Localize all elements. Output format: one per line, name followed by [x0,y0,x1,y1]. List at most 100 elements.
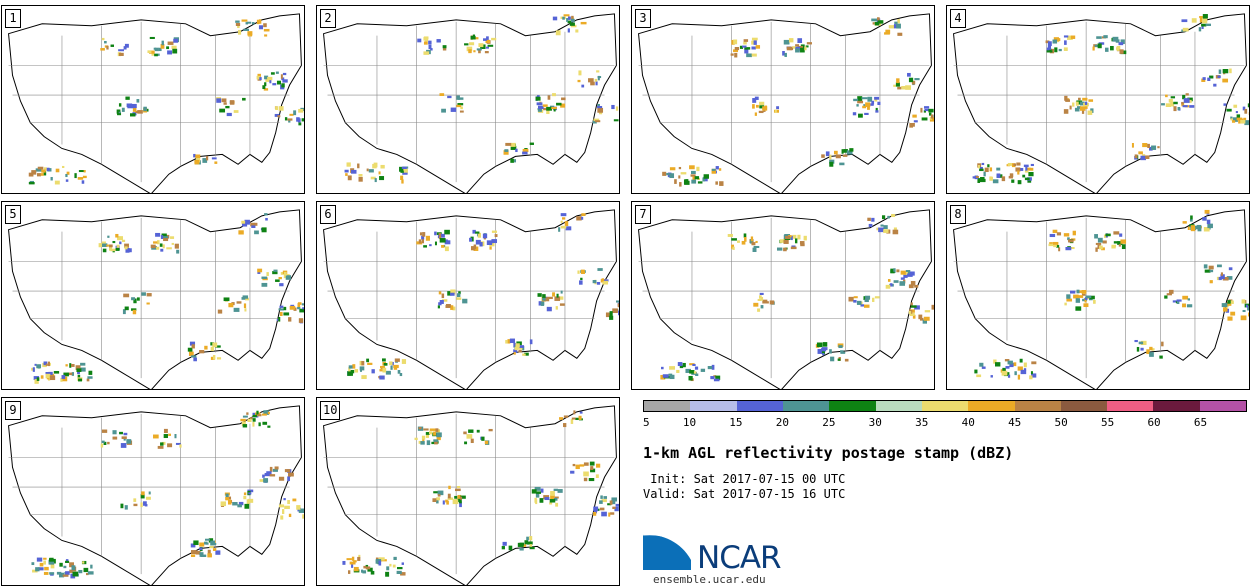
reflectivity-cell [160,442,164,446]
reflectivity-cell [595,474,599,478]
reflectivity-cell [400,572,406,576]
reflectivity-cell [157,240,160,245]
reflectivity-cell [45,373,51,379]
reflectivity-cell [361,360,365,366]
reflectivity-cell [888,25,894,29]
reflectivity-cell [281,77,285,81]
reflectivity-cell [247,489,254,493]
reflectivity-cell [438,233,442,238]
reflectivity-cell [256,19,260,25]
reflectivity-cell [159,243,163,247]
reflectivity-cell [601,511,607,517]
reflectivity-cell [743,233,747,238]
reflectivity-map [953,209,1249,389]
reflectivity-cell [72,571,79,577]
reflectivity-cell [1111,245,1116,249]
reflectivity-cell [158,47,162,52]
reflectivity-cell [760,305,764,309]
reflectivity-cell [731,39,735,45]
reflectivity-cell [100,48,105,51]
reflectivity-cell [1190,215,1193,220]
reflectivity-cell [428,40,432,45]
reflectivity-cell [225,497,230,501]
reflectivity-cell [830,356,835,362]
reflectivity-cell [478,43,484,48]
reflectivity-cell [864,298,869,303]
reflectivity-cell [69,363,72,368]
reflectivity-cell [266,471,272,476]
reflectivity-cell [166,247,172,250]
reflectivity-cell [789,47,794,51]
reflectivity-cell [237,504,242,508]
reflectivity-cell [457,494,462,497]
reflectivity-cell [31,562,35,566]
reflectivity-cell [597,75,600,81]
colorbar-tick-label: 20 [775,416,789,429]
reflectivity-cell [441,293,445,299]
reflectivity-cell [977,178,981,183]
reflectivity-cell [172,48,178,54]
reflectivity-cell [456,297,462,300]
reflectivity-cell [1240,315,1247,321]
reflectivity-cell [1202,77,1206,81]
reflectivity-cell [87,376,93,379]
reflectivity-cell [611,104,615,110]
reflectivity-cell [1030,371,1033,375]
reflectivity-cell [537,293,542,297]
reflectivity-cell [601,278,605,282]
reflectivity-cell [1102,240,1107,244]
reflectivity-cell [731,238,737,241]
reflectivity-cell [595,81,598,86]
reflectivity-cell [448,485,451,490]
colorbar-tick-label: 65 [1193,416,1208,429]
reflectivity-cell [483,38,487,41]
reflectivity-cell [546,109,550,115]
reflectivity-cell [141,292,146,296]
reflectivity-cell [167,41,174,45]
reflectivity-cell [1065,99,1070,102]
reflectivity-cell [488,428,493,432]
reflectivity-cell [682,362,686,368]
reflectivity-cell [692,363,696,366]
reflectivity-cell [441,245,445,248]
reflectivity-cell [193,357,197,362]
reflectivity-cell [399,166,404,172]
reflectivity-cell [1014,371,1017,376]
reflectivity-cell [689,370,695,374]
reflectivity-cell [351,556,355,561]
reflectivity-cell [444,246,449,252]
reflectivity-cell [535,499,538,505]
reflectivity-cell [567,20,572,24]
reflectivity-cell [155,232,161,237]
reflectivity-cell [611,497,618,502]
reflectivity-cell [697,181,703,184]
reflectivity-cell [241,19,248,22]
reflectivity-cell [116,244,120,248]
reflectivity-cell [342,560,346,565]
reflectivity-cell [893,280,899,283]
reflectivity-cell [542,294,546,298]
reflectivity-cell [35,567,40,572]
reflectivity-cell [223,297,230,302]
reflectivity-cell [87,571,94,575]
reflectivity-cell [43,167,47,171]
reflectivity-cell [597,107,604,113]
reflectivity-cell [272,271,278,275]
reflectivity-cell [456,104,462,108]
reflectivity-cell [546,306,552,312]
reflectivity-cell [1118,244,1121,247]
reflectivity-cell [785,235,791,240]
reflectivity-cell [210,342,214,346]
reflectivity-cell [1230,311,1236,316]
reflectivity-cell [979,168,984,172]
reflectivity-cell [588,478,595,482]
reflectivity-cell [1095,242,1102,245]
reflectivity-cell [247,31,253,36]
website-link[interactable]: ensemble.ucar.edu [653,573,766,586]
reflectivity-cell [69,569,73,573]
reflectivity-cell [549,499,556,503]
reflectivity-cell [143,106,147,112]
reflectivity-cell [529,546,535,550]
reflectivity-cell [90,564,93,569]
reflectivity-cell [589,461,595,466]
